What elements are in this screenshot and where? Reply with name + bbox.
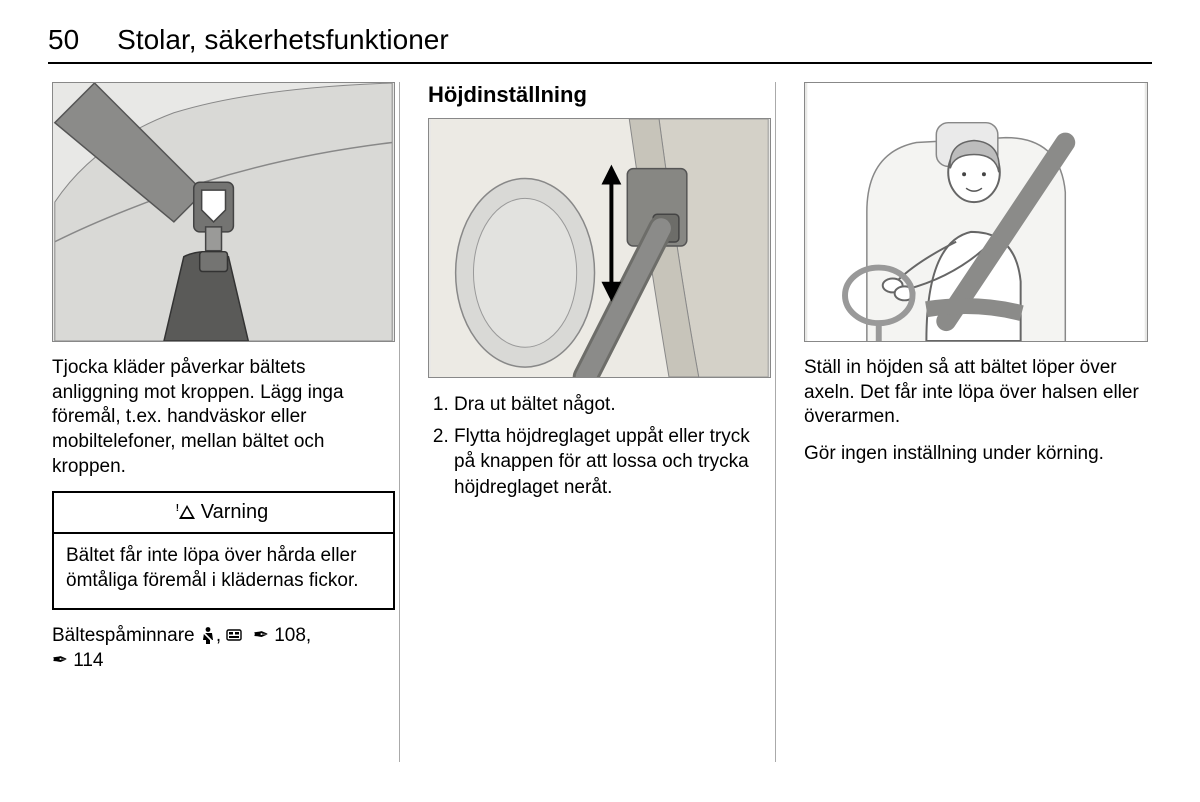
paragraph-belt-over-shoulder: Ställ in höjden så att bältet löper över… [804, 356, 1148, 430]
ref-114: 114 [68, 650, 104, 671]
chapter-title: Stolar, säkerhetsfunktioner [117, 24, 449, 56]
illustration-seatbelt-buckle [52, 82, 395, 342]
illustration-person-wearing-belt [804, 82, 1148, 342]
display-panel-icon [226, 629, 242, 643]
page-number: 50 [48, 24, 79, 56]
reminder-prefix: Bältespåminnare [52, 625, 200, 646]
content-columns: Tjocka kläder påverkar bältets anliggnin… [48, 82, 1152, 762]
paragraph-no-adjust-driving: Gör ingen inställning under körning. [804, 442, 1148, 467]
step-2: Flytta höjdreglaget uppåt eller tryck på… [454, 424, 771, 501]
belt-reminder-reference: Bältespåminnare , ✒ 108, ✒ 114 [52, 624, 395, 673]
warning-title-text: Varning [201, 501, 268, 524]
paragraph-thick-clothes: Tjocka kläder påverkar bältets anliggnin… [52, 356, 395, 479]
column-1: Tjocka kläder påverkar bältets anliggnin… [48, 82, 400, 762]
ref-108: 108, [269, 625, 311, 646]
step-1: Dra ut bältet något. [454, 392, 771, 418]
steps-list: Dra ut bältet något. Flytta höjdreglaget… [428, 392, 771, 501]
page-header: 50 Stolar, säkerhetsfunktioner [48, 24, 1152, 64]
reminder-sep: , [216, 625, 227, 646]
warning-body-text: Bältet får inte löpa över hårda eller öm… [54, 534, 393, 607]
column-2: Höjdinställning Dra ut bältet något. Fly… [424, 82, 776, 762]
warning-triangle-icon: ! [179, 501, 195, 524]
illustration-height-adjuster [428, 118, 771, 378]
link-arrow-icon: ✒ [248, 625, 269, 646]
seatbelt-person-icon [200, 626, 216, 644]
heading-height-adjustment: Höjdinställning [428, 82, 771, 108]
warning-heading: ! Varning [54, 493, 393, 534]
column-3: Ställ in höjden så att bältet löper över… [800, 82, 1152, 762]
link-arrow-icon-2: ✒ [52, 650, 68, 671]
warning-box: ! Varning Bältet får inte löpa över hård… [52, 491, 395, 609]
